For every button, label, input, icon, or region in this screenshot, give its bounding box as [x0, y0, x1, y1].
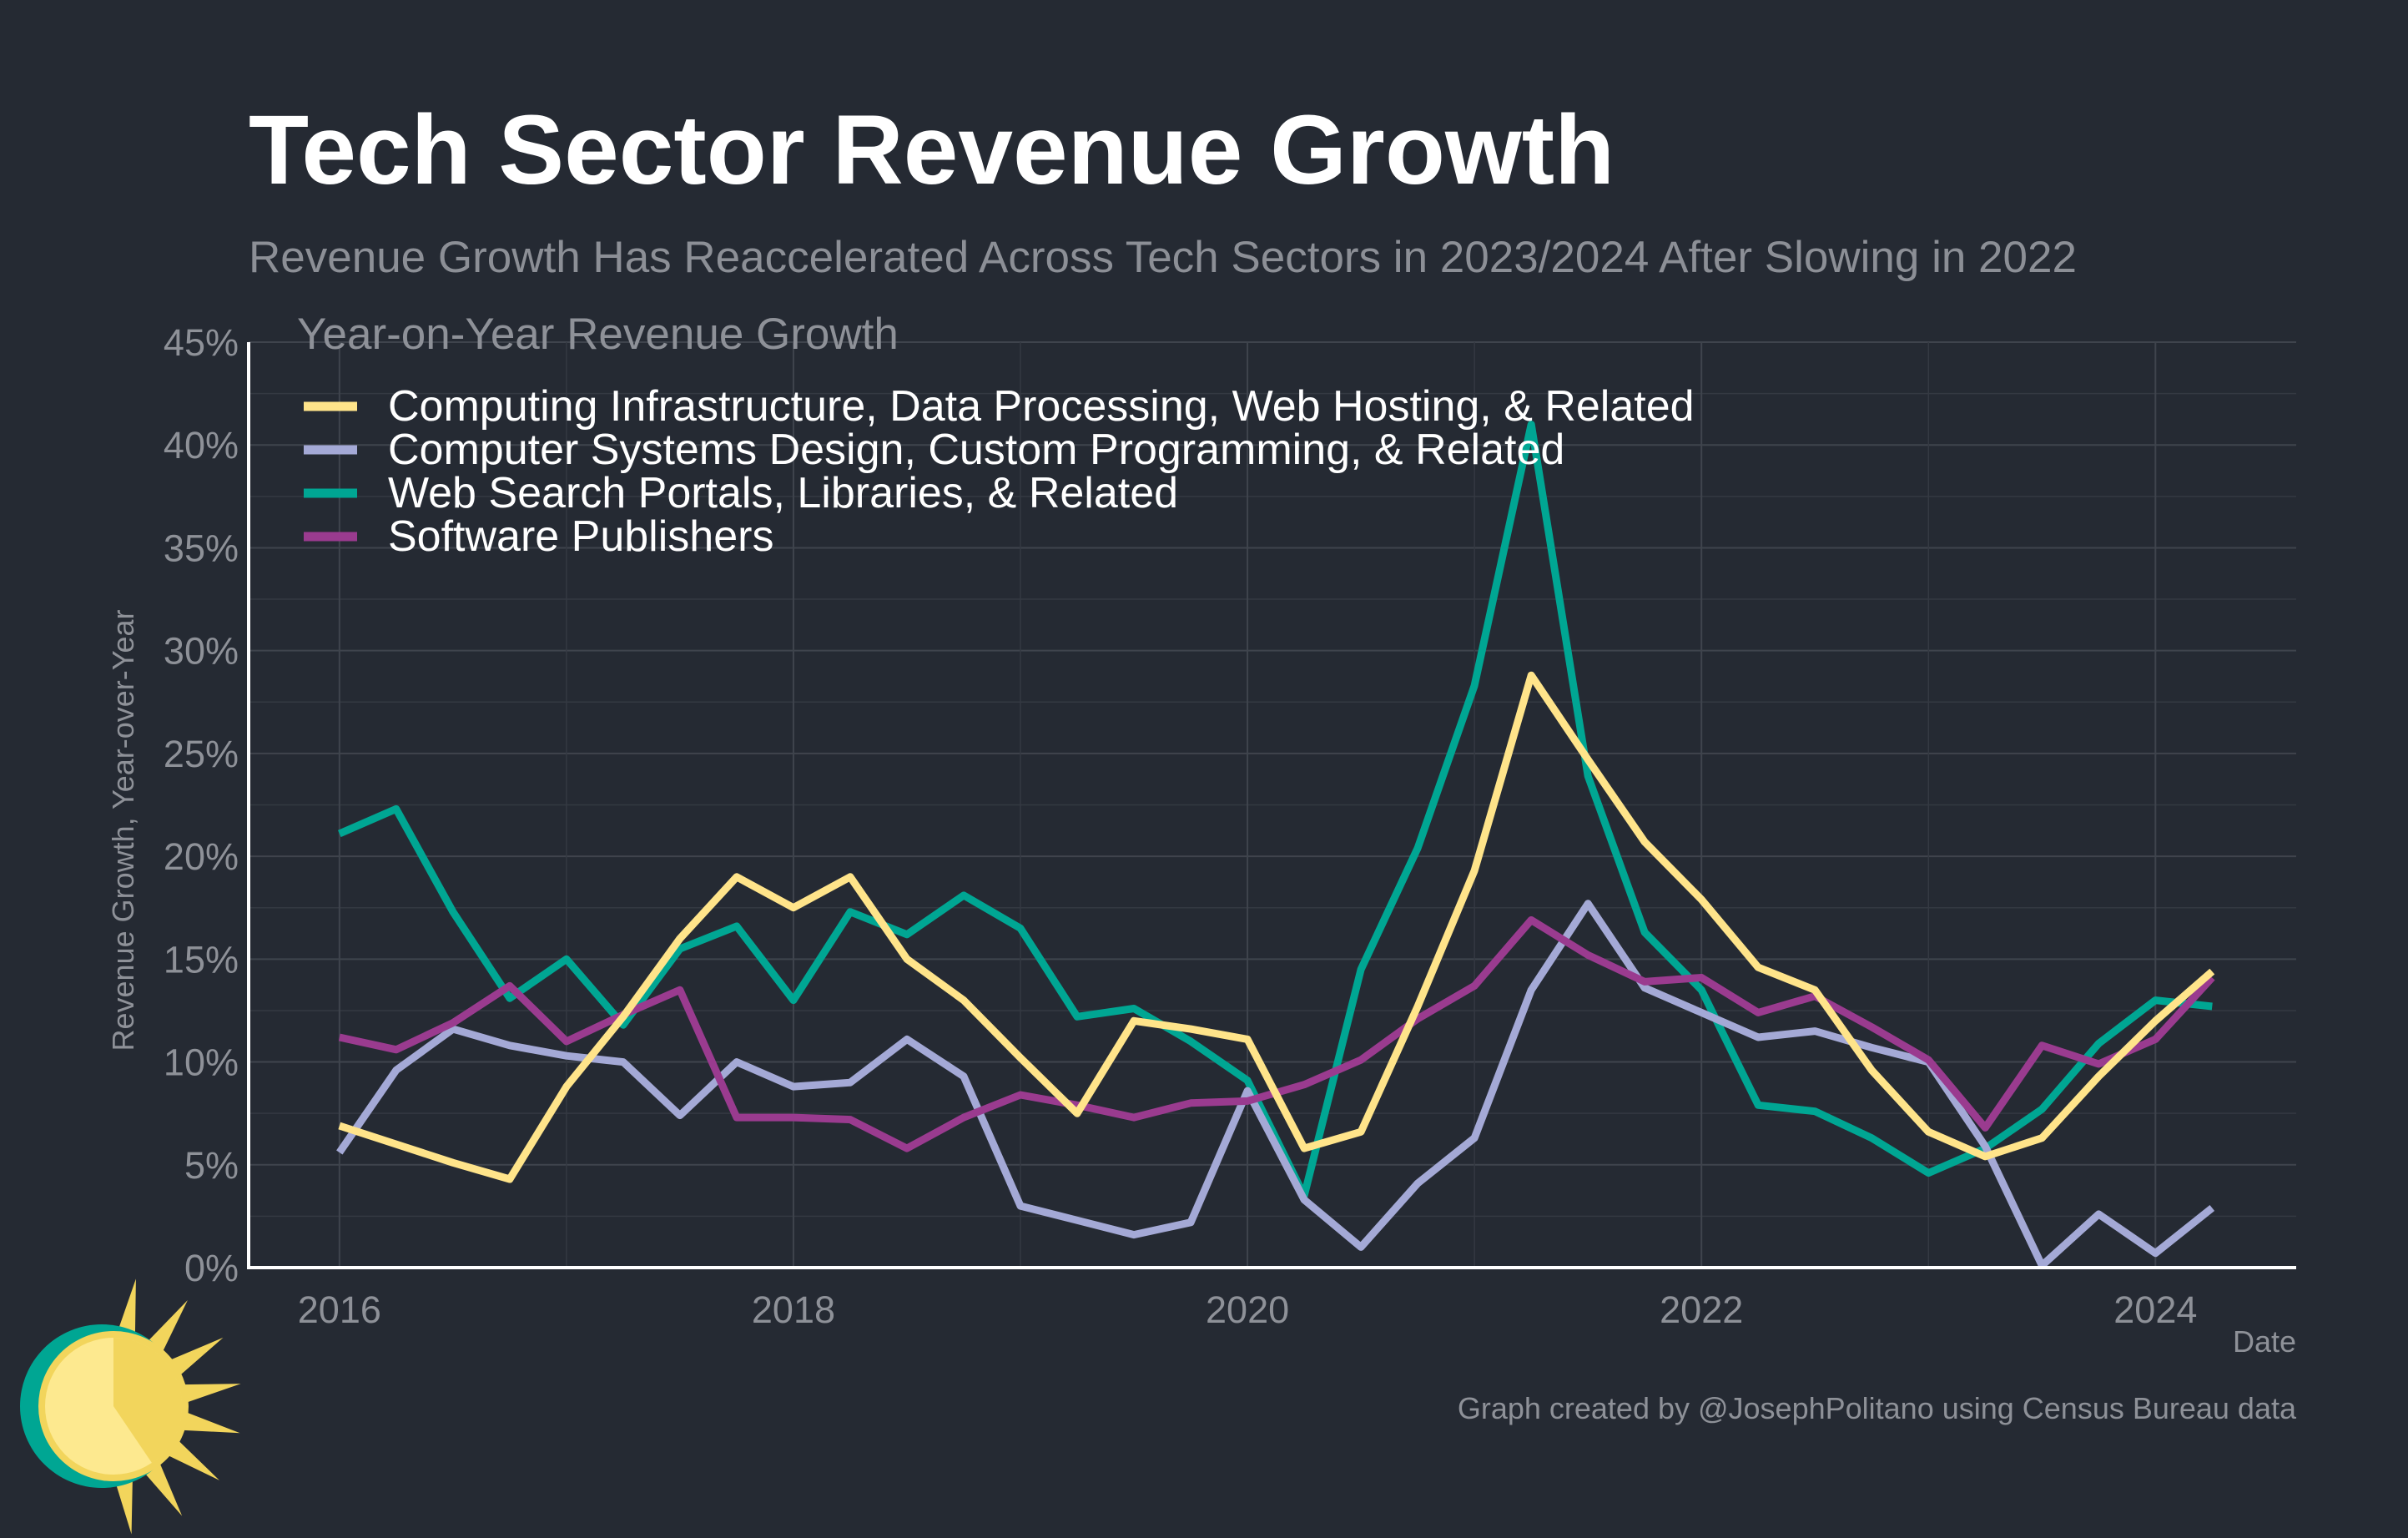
y-tick-label: 10%: [164, 1041, 239, 1084]
y-tick-label: 45%: [164, 321, 239, 364]
series-line-0: [338, 671, 2215, 1183]
legend-label: Web Search Portals, Libraries, & Related: [388, 469, 1178, 517]
series-line-3: [338, 916, 2215, 1152]
y-tick-label: 15%: [164, 938, 239, 981]
y-tick-label: 5%: [184, 1144, 239, 1187]
chart-subtitle: Revenue Growth Has Reaccelerated Across …: [249, 233, 2077, 282]
x-axis-ticks: 2016 2018 2020 2022 2024: [298, 1288, 2198, 1331]
caption: Graph created by @JosephPolitano using C…: [1458, 1391, 2297, 1425]
y-axis-label: Revenue Growth, Year-over-Year: [106, 610, 140, 1051]
y-tick-label: 40%: [164, 424, 239, 466]
x-tick-label: 2024: [2113, 1288, 2197, 1331]
series-lines: [336, 421, 2215, 1269]
y-axis-ticks: 0% 5% 10% 15% 20% 25% 30% 35% 40% 45%: [164, 321, 239, 1289]
x-tick-label: 2018: [752, 1288, 835, 1331]
y-tick-label: 30%: [164, 630, 239, 673]
x-tick-label: 2022: [1660, 1288, 1743, 1331]
x-tick-label: 2020: [1206, 1288, 1289, 1331]
y-tick-label: 35%: [164, 527, 239, 569]
legend-label: Computer Systems Design, Custom Programm…: [388, 426, 1564, 474]
x-axis-label: Date: [2233, 1324, 2296, 1359]
series-line-1: [336, 900, 2215, 1269]
legend-label: Software Publishers: [388, 512, 773, 561]
legend-label: Computing Infrastructure, Data Processin…: [388, 382, 1695, 431]
legend: Computing Infrastructure, Data Processin…: [304, 382, 1695, 561]
y-tick-label: 0%: [184, 1247, 239, 1289]
y-tick-label: 25%: [164, 733, 239, 775]
chart-title: Tech Sector Revenue Growth: [249, 95, 1615, 205]
x-tick-label: 2016: [298, 1288, 381, 1331]
legend-title: Year-on-Year Revenue Growth: [297, 310, 899, 359]
y-tick-label: 20%: [164, 835, 239, 878]
sun-logo-icon: [20, 1278, 241, 1535]
